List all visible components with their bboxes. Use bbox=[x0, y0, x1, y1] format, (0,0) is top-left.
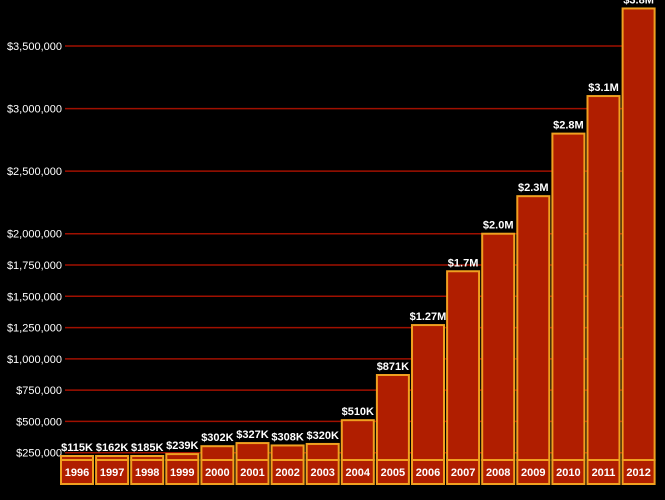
y-tick-label: $1,750,000 bbox=[7, 260, 62, 272]
bar-group: 2012 $3.8M bbox=[621, 0, 656, 485]
y-tick-label: $2,000,000 bbox=[7, 229, 62, 241]
data-label: $871K bbox=[377, 361, 409, 373]
bar-group: 2004 $510K bbox=[340, 406, 375, 485]
bar-group: 2010 $2.8M bbox=[551, 120, 586, 485]
x-tick-label: 1998 bbox=[135, 467, 159, 479]
bar-group: 1996 $115K bbox=[60, 442, 94, 485]
y-tick-label: $1,500,000 bbox=[7, 291, 62, 303]
year-box bbox=[95, 459, 130, 485]
bar-group: 1997 $162K bbox=[95, 442, 130, 485]
y-tick-label: $750,000 bbox=[16, 385, 62, 397]
x-tick-label: 1999 bbox=[170, 467, 194, 479]
year-box bbox=[551, 459, 586, 485]
bar-group: 2002 $308K bbox=[270, 431, 305, 485]
x-tick-label: 2011 bbox=[592, 467, 616, 479]
x-tick-label: 2001 bbox=[240, 467, 264, 479]
bar-group: 2005 $871K bbox=[375, 361, 410, 485]
year-box bbox=[586, 459, 621, 485]
data-label: $3.8M bbox=[623, 0, 654, 6]
data-label: $327K bbox=[236, 429, 268, 441]
bar[interactable] bbox=[340, 419, 375, 462]
data-label: $1.7M bbox=[448, 257, 479, 269]
bar[interactable] bbox=[446, 270, 481, 461]
bar[interactable] bbox=[375, 374, 410, 462]
year-box bbox=[516, 459, 551, 485]
year-box bbox=[481, 459, 516, 485]
year-box bbox=[411, 459, 445, 485]
y-tick-label: $250,000 bbox=[16, 448, 62, 460]
x-tick-label: 1996 bbox=[65, 467, 89, 479]
year-box bbox=[165, 459, 200, 485]
y-tick-label: $1,000,000 bbox=[7, 354, 62, 366]
bar-group: 1998 $185K bbox=[130, 442, 165, 485]
x-tick-label: 2012 bbox=[626, 467, 650, 479]
y-axis-tick-labels: $250,000 $500,000 $750,000 $1,000,000 $1,250… bbox=[7, 41, 62, 460]
year-box bbox=[60, 459, 94, 485]
bar-group: 2007 $1.7M bbox=[446, 257, 481, 485]
x-tick-label: 2002 bbox=[275, 467, 299, 479]
x-tick-label: 1997 bbox=[100, 467, 124, 479]
year-box bbox=[305, 459, 340, 485]
bars-layer: 1996$115K1997$162K1998$185K1999$239K2000… bbox=[60, 0, 656, 485]
bar[interactable] bbox=[621, 7, 656, 461]
bar[interactable] bbox=[481, 232, 516, 461]
year-box bbox=[340, 459, 375, 485]
data-label: $115K bbox=[61, 442, 93, 454]
year-box bbox=[270, 459, 305, 485]
x-tick-label: 2003 bbox=[310, 467, 334, 479]
bar-group: 2009 $2.3M bbox=[516, 182, 551, 485]
data-label: $320K bbox=[306, 430, 338, 442]
year-box bbox=[375, 459, 410, 485]
data-label: $2.3M bbox=[518, 182, 549, 194]
bar-group: 2008 $2.0M bbox=[481, 220, 516, 485]
year-box bbox=[621, 459, 656, 485]
data-label: $302K bbox=[201, 432, 233, 444]
bar-group: 2006 $1.27M bbox=[410, 311, 447, 485]
bar[interactable] bbox=[305, 442, 340, 461]
data-label: $2.0M bbox=[483, 220, 514, 232]
bar-group: 2003 $320K bbox=[305, 430, 340, 485]
y-tick-label: $3,000,000 bbox=[7, 104, 62, 116]
data-label: $3.1M bbox=[588, 82, 619, 94]
x-tick-label: 2000 bbox=[205, 467, 229, 479]
y-tick-label: $3,500,000 bbox=[7, 41, 62, 53]
data-label: $308K bbox=[271, 431, 303, 443]
bar[interactable] bbox=[235, 442, 270, 461]
x-tick-label: 2004 bbox=[346, 467, 371, 479]
x-tick-label: 2006 bbox=[416, 467, 440, 479]
bar[interactable] bbox=[516, 195, 551, 462]
data-label: $1.27M bbox=[410, 311, 447, 323]
data-label: $185K bbox=[131, 442, 163, 454]
grid-layer bbox=[65, 45, 655, 454]
y-tick-label: $2,500,000 bbox=[7, 166, 62, 178]
data-label: $510K bbox=[342, 406, 374, 418]
year-box bbox=[446, 459, 481, 485]
y-tick-label: $1,250,000 bbox=[7, 323, 62, 335]
bar[interactable] bbox=[411, 324, 445, 461]
x-tick-label: 2005 bbox=[381, 467, 405, 479]
year-box bbox=[235, 459, 270, 485]
x-tick-label: 2010 bbox=[556, 467, 580, 479]
data-label: $239K bbox=[166, 440, 198, 452]
bar[interactable] bbox=[586, 95, 621, 462]
data-label: $162K bbox=[96, 442, 128, 454]
y-tick-label: $500,000 bbox=[16, 416, 62, 428]
x-tick-label: 2008 bbox=[486, 467, 510, 479]
bar-group: 2001 $327K bbox=[235, 429, 270, 485]
year-box bbox=[130, 459, 165, 485]
x-tick-label: 2009 bbox=[521, 467, 545, 479]
bar-group: 2000 $302K bbox=[200, 432, 235, 485]
x-tick-label: 2007 bbox=[451, 467, 475, 479]
bar-group: 2011 $3.1M bbox=[586, 82, 621, 485]
bar[interactable] bbox=[200, 445, 235, 461]
bar-group: 1999 $239K bbox=[165, 440, 200, 485]
year-box bbox=[200, 459, 235, 485]
bar[interactable] bbox=[270, 444, 305, 461]
bar[interactable] bbox=[551, 132, 586, 461]
data-label: $2.8M bbox=[553, 120, 584, 132]
